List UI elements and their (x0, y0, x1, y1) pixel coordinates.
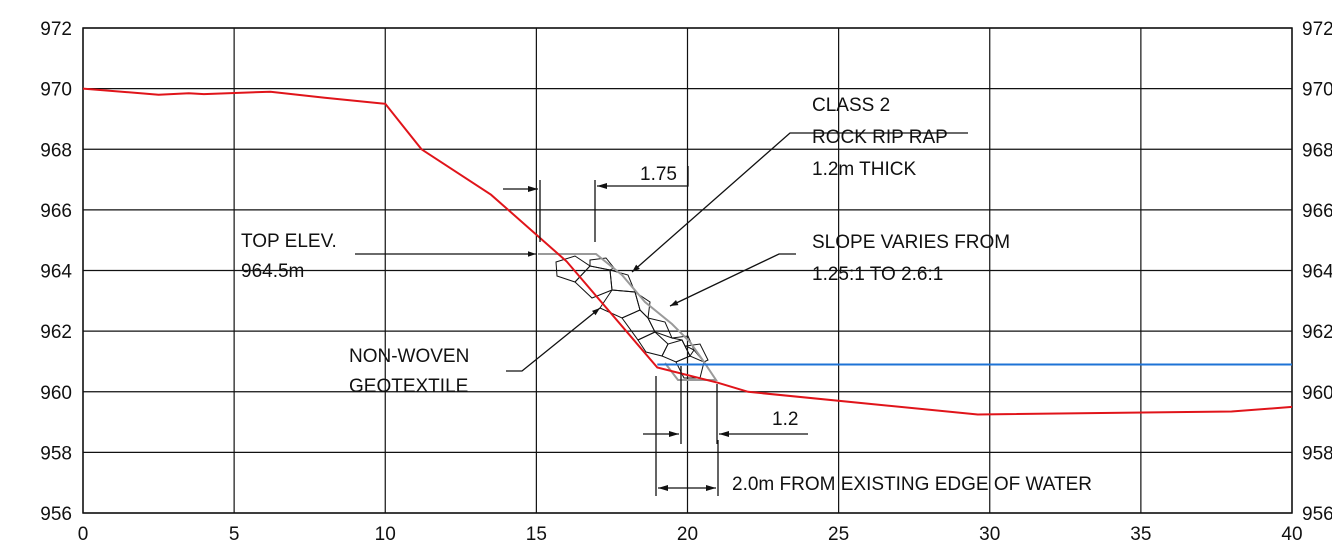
x-tick-label: 25 (828, 524, 849, 545)
y-tick-label-left: 968 (40, 140, 72, 161)
edge-of-water-label: 2.0m FROM EXISTING EDGE OF WATER (732, 474, 1092, 495)
class2-label: CLASS 2 (812, 95, 890, 116)
rock-rip-rap-label: ROCK RIP RAP (812, 127, 948, 148)
rip-rap-rocks (555, 255, 709, 379)
geotextile-label: NON-WOVEN (349, 346, 469, 367)
y-tick-label-right: 972 (1302, 19, 1332, 40)
y-tick-label-left: 960 (40, 383, 72, 404)
slope-leader (669, 253, 796, 307)
x-tick-label: 30 (979, 524, 1000, 545)
x-tick-label: 20 (677, 524, 698, 545)
dim-top-value: 1.75 (640, 164, 677, 185)
top-elev-value: 964.5m (241, 261, 304, 282)
x-tick-label: 0 (78, 524, 89, 545)
class2-leader (631, 132, 968, 273)
existing-ground-profile (82, 87, 1293, 416)
y-tick-label-right: 958 (1302, 443, 1332, 464)
y-tick-label-right: 970 (1302, 80, 1332, 101)
x-tick-label: 15 (526, 524, 547, 545)
dim-top-arrow-right (597, 166, 689, 189)
slope-label: SLOPE VARIES FROM (812, 232, 1010, 253)
y-tick-label-left: 962 (40, 322, 72, 343)
y-tick-label-right: 966 (1302, 201, 1332, 222)
x-tick-label: 10 (375, 524, 396, 545)
y-tick-label-right: 968 (1302, 140, 1332, 161)
geotextile-label-2: GEOTEXTILE (349, 376, 468, 397)
y-tick-label-right: 964 (1302, 262, 1332, 283)
y-tick-label-left: 972 (40, 19, 72, 40)
y-tick-label-left: 956 (40, 504, 72, 525)
rip-rap-outline (538, 253, 718, 381)
geotextile-leader (506, 307, 601, 372)
dim-bottom-value: 1.2 (772, 409, 798, 430)
x-tick-labels: 0 5 10 15 20 25 30 35 40 (78, 524, 1303, 545)
x-tick-label: 35 (1130, 524, 1151, 545)
x-tick-label: 5 (229, 524, 240, 545)
y-tick-label-left: 970 (40, 80, 72, 101)
x-tick-label: 40 (1281, 524, 1302, 545)
y-tick-label-right: 960 (1302, 383, 1332, 404)
y-tick-label-left: 958 (40, 443, 72, 464)
y-tick-labels-left: 972 970 968 966 964 962 960 958 956 (40, 19, 72, 525)
y-tick-label-left: 966 (40, 201, 72, 222)
y-tick-labels-right: 972 970 968 966 964 962 960 958 956 (1302, 19, 1332, 525)
slope-range: 1.25:1 TO 2.6:1 (812, 264, 943, 285)
y-tick-label-left: 964 (40, 262, 72, 283)
thickness-label: 1.2m THICK (812, 159, 917, 180)
y-tick-label-right: 956 (1302, 504, 1332, 525)
top-elev-label: TOP ELEV. (241, 231, 337, 252)
plot-frame (82, 27, 1293, 514)
y-tick-label-right: 962 (1302, 322, 1332, 343)
